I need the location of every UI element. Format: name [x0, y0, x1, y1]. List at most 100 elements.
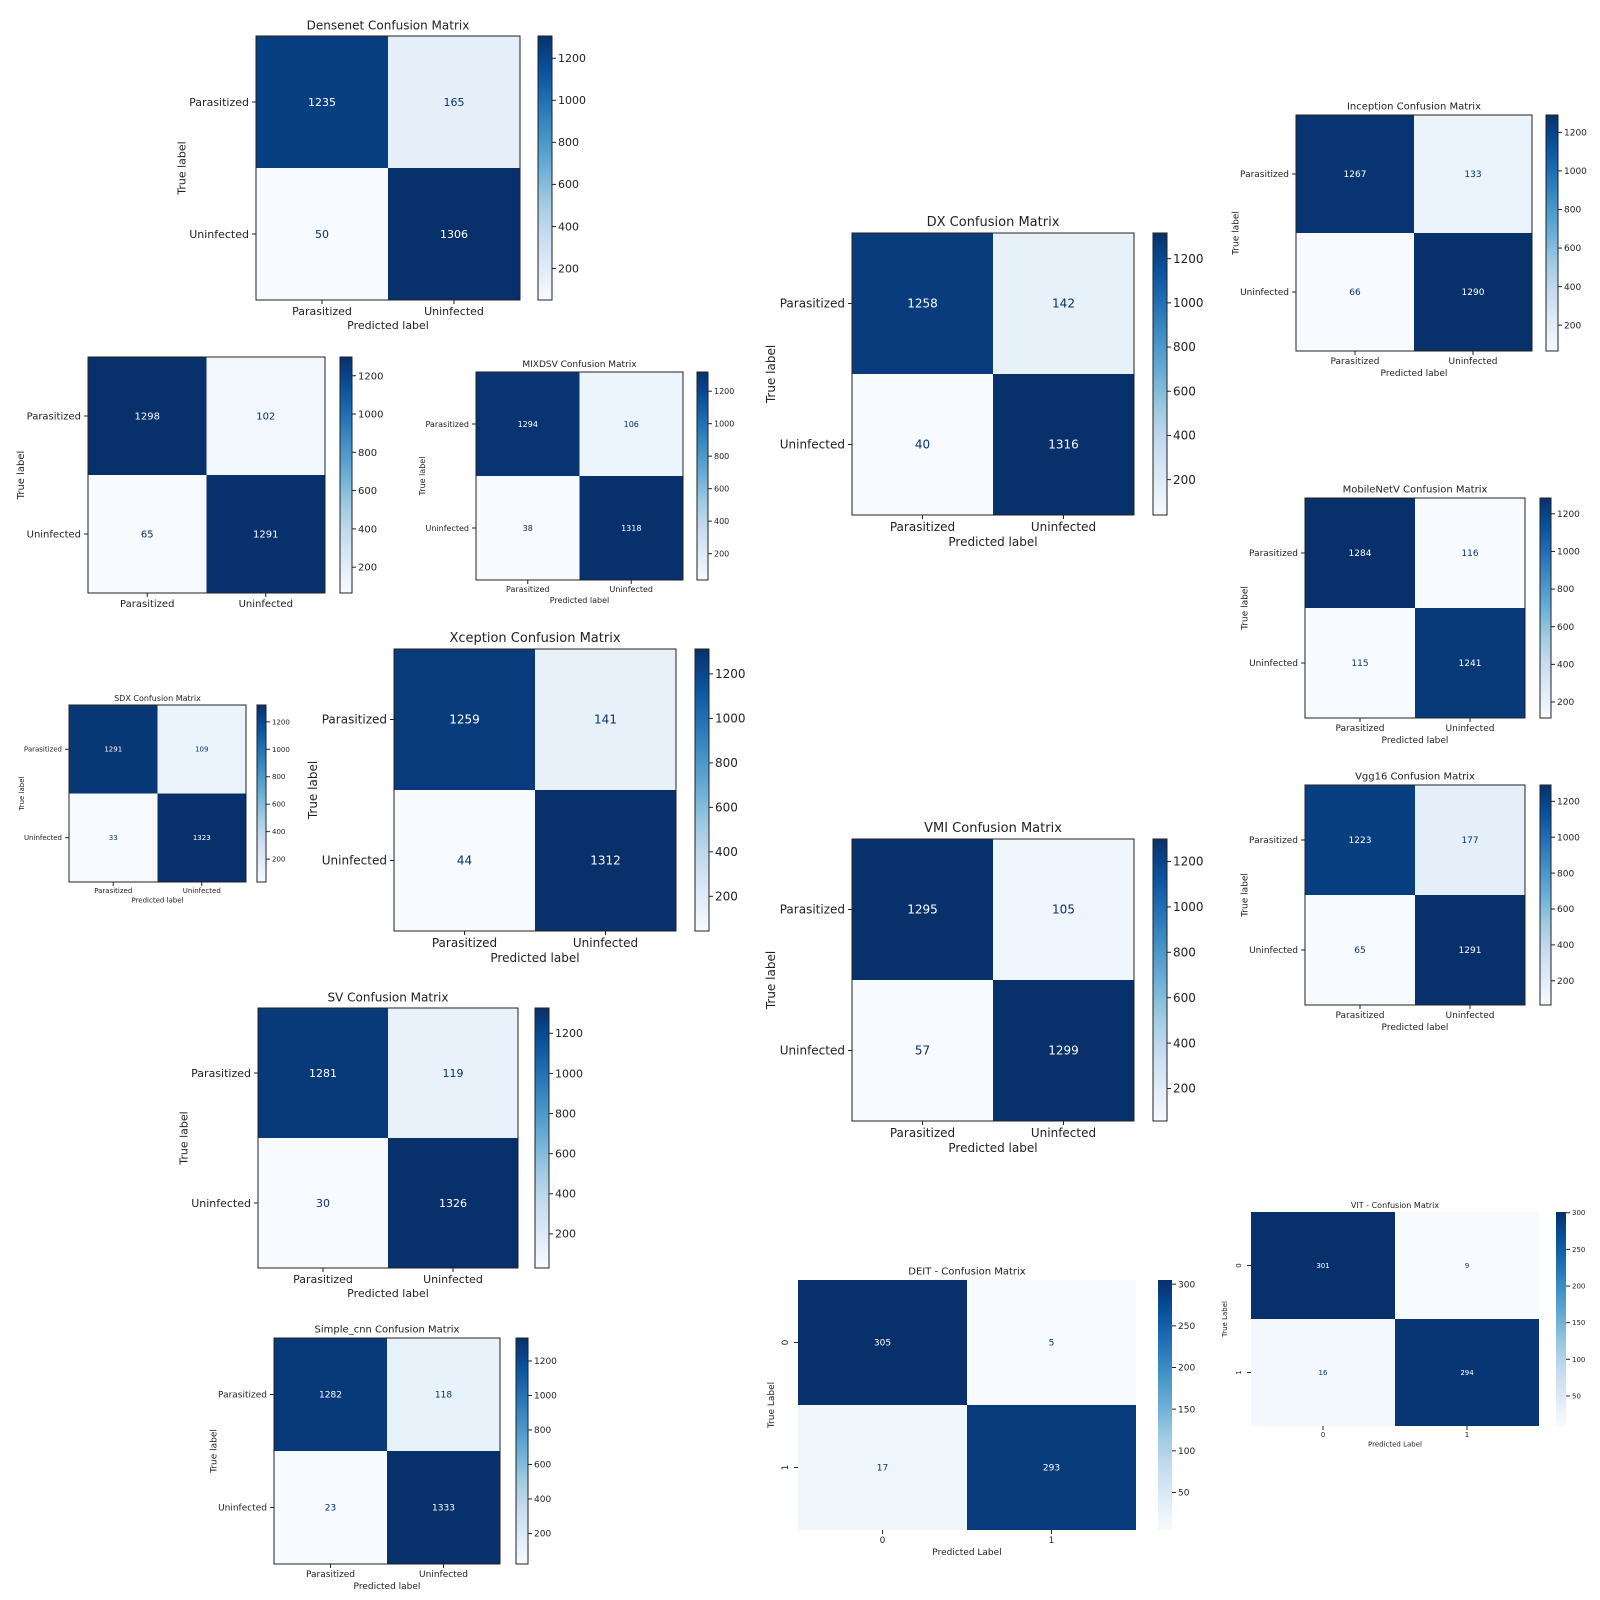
- x-tick-label: Parasitized: [1336, 724, 1385, 734]
- matrix-cell: [967, 1280, 1136, 1405]
- matrix-cell: [157, 793, 246, 882]
- colorbar-tick-label: 600: [558, 178, 579, 191]
- matrix-cell: [88, 475, 207, 593]
- matrix-cell: [1414, 115, 1532, 233]
- confusion-matrix-8: 1258 142 40 1316 DX Confusion Matrix Parasiti…: [764, 215, 1203, 549]
- colorbar-tick-label: 50: [1572, 1392, 1581, 1400]
- colorbar: [1539, 497, 1552, 719]
- chart-title: VIT - Confusion Matrix: [1351, 1201, 1439, 1210]
- matrix-cell: [1414, 233, 1532, 351]
- matrix-frame: [851, 838, 1135, 1122]
- chart-title: SDX Confusion Matrix: [114, 694, 201, 703]
- matrix-frame: [87, 356, 326, 594]
- colorbar-tick-label: 400: [358, 524, 377, 535]
- confusion-matrix-11: 1267 133 66 1290 Inception Confusion Matrix P…: [1231, 102, 1587, 379]
- colorbar-tick-label: 1000: [558, 94, 586, 107]
- cell-value-label: 9: [1465, 1262, 1469, 1270]
- colorbar-tick-label: 1200: [1564, 129, 1587, 139]
- colorbar-tick-label: 800: [1557, 585, 1574, 595]
- matrix-cell: [798, 1405, 967, 1530]
- matrix-cell: [1305, 498, 1415, 608]
- colorbar-tick-label: 1200: [715, 667, 746, 681]
- matrix-cell: [387, 1338, 500, 1451]
- cell-value-label: 33: [109, 834, 118, 842]
- colorbar-tick-label: 250: [1178, 1322, 1195, 1332]
- colorbar-tick-label: 400: [1173, 429, 1196, 443]
- colorbar-tick-label: 200: [1178, 1364, 1195, 1374]
- chart-title: DX Confusion Matrix: [927, 215, 1060, 230]
- cell-value-label: 1291: [104, 746, 122, 754]
- matrix-frame: [68, 704, 247, 883]
- colorbar-tick-label: 1200: [534, 1357, 557, 1367]
- x-tick-label: Uninfected: [424, 305, 484, 318]
- cell-value-label: 305: [874, 1339, 891, 1349]
- y-tick-label: Uninfected: [780, 438, 845, 452]
- x-axis-label: Predicted label: [948, 535, 1037, 549]
- x-tick-label: Uninfected: [1449, 357, 1498, 367]
- colorbar: [1539, 784, 1552, 1006]
- matrix-cell: [993, 233, 1134, 374]
- colorbar: [1545, 114, 1559, 352]
- colorbar-tick-label: 800: [714, 452, 729, 461]
- chart-title: SV Confusion Matrix: [328, 990, 449, 1004]
- y-tick-label: Parasitized: [27, 412, 81, 423]
- colorbar-tick-label: 1000: [1173, 296, 1204, 310]
- colorbar-tick-label: 100: [1178, 1447, 1195, 1457]
- cell-value-label: 65: [141, 530, 154, 541]
- colorbar: [534, 1007, 550, 1269]
- cell-value-label: 1267: [1344, 170, 1367, 180]
- colorbar: [696, 371, 709, 581]
- y-tick-label: Parasitized: [322, 713, 387, 727]
- colorbar-tick-label: 200: [1557, 977, 1574, 987]
- cell-value-label: 142: [1052, 297, 1075, 311]
- x-tick-label: Uninfected: [183, 887, 221, 895]
- matrix-cell: [258, 1138, 388, 1268]
- y-axis-label: True label: [18, 776, 26, 811]
- cell-value-label: 118: [435, 1391, 452, 1401]
- matrix-cell: [993, 980, 1134, 1121]
- cell-value-label: 1295: [907, 903, 938, 917]
- matrix-cell: [579, 372, 683, 476]
- x-axis-label: Predicted label: [490, 951, 579, 965]
- colorbar-tick-label: 600: [715, 801, 738, 815]
- matrix-cell: [1415, 498, 1525, 608]
- colorbar-tick-label: 600: [555, 1147, 576, 1160]
- cell-value-label: 1318: [621, 524, 641, 533]
- colorbar-tick-label: 200: [1173, 473, 1196, 487]
- colorbar-tick-label: 150: [1178, 1405, 1195, 1415]
- x-tick-label: Parasitized: [94, 887, 132, 895]
- y-tick-label: Uninfected: [1249, 946, 1298, 956]
- matrix-cell: [388, 1008, 518, 1138]
- x-tick-label: Uninfected: [1446, 1011, 1495, 1021]
- matrix-cell: [69, 793, 158, 882]
- colorbar: [1152, 232, 1168, 516]
- x-tick-label: Uninfected: [610, 585, 654, 594]
- colorbar-tick-label: 800: [534, 1426, 551, 1436]
- confusion-matrix-4: 1291 109 33 1323 SDX Confusion Matrix Parasit…: [18, 694, 290, 905]
- y-tick-label: 1: [1235, 1370, 1243, 1374]
- chart-title: Xception Confusion Matrix: [449, 631, 620, 646]
- colorbar: [515, 1337, 529, 1565]
- colorbar-tick-label: 800: [1173, 945, 1196, 959]
- x-axis-label: Predicted label: [354, 1582, 421, 1592]
- chart-title: VMI Confusion Matrix: [924, 821, 1062, 836]
- matrix-cell: [1415, 608, 1525, 718]
- y-axis-label: True label: [176, 141, 189, 195]
- x-tick-label: Uninfected: [419, 1570, 468, 1580]
- colorbar-tick-label: 800: [715, 756, 738, 770]
- x-axis-label: Predicted Label: [1368, 1441, 1422, 1449]
- cell-value-label: 30: [316, 1197, 330, 1210]
- colorbar-tick-label: 1200: [1557, 797, 1580, 807]
- cell-value-label: 1235: [308, 96, 336, 109]
- colorbar-tick-label: 600: [534, 1461, 551, 1471]
- colorbar-tick-label: 1200: [558, 52, 586, 65]
- cell-value-label: 1290: [1462, 288, 1485, 298]
- x-tick-label: Parasitized: [1331, 357, 1380, 367]
- cell-value-label: 5: [1049, 1339, 1055, 1349]
- x-tick-label: Uninfected: [1031, 520, 1096, 534]
- matrix-cell: [535, 790, 676, 931]
- x-tick-label: Parasitized: [292, 305, 352, 318]
- colorbar-tick-label: 200: [1173, 1082, 1196, 1096]
- confusion-matrix-5: 1259 141 44 1312 Xception Confusion Matrix Pa…: [306, 631, 745, 965]
- matrix-cell: [256, 168, 388, 300]
